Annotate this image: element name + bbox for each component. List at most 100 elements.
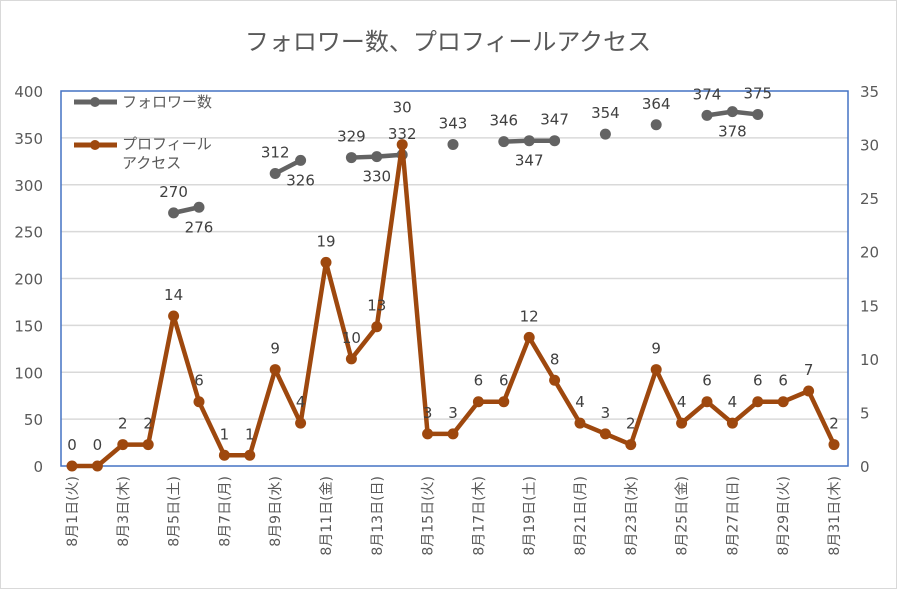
legend-marker-followers	[90, 97, 100, 107]
y-left-tick-label: 50	[24, 411, 43, 429]
y-right-tick-label: 30	[860, 137, 879, 155]
data-point	[193, 396, 205, 408]
data-point	[66, 460, 78, 472]
data-point	[168, 207, 180, 219]
data-point	[218, 449, 230, 461]
legend-label-profile-access: プロフィール	[122, 135, 212, 153]
data-label: 270	[159, 183, 188, 201]
data-label: 347	[540, 111, 569, 129]
data-label: 330	[362, 168, 391, 186]
data-label: 8	[550, 350, 560, 368]
data-point	[422, 428, 434, 440]
y-right-tick-label: 5	[860, 404, 870, 422]
data-label: 14	[164, 286, 183, 304]
series-group	[66, 106, 840, 472]
data-point	[777, 396, 789, 408]
data-point	[701, 109, 713, 121]
x-tick-label: 8月25日(金)	[675, 476, 691, 556]
y-right-tick-label: 20	[860, 244, 879, 262]
x-axis: 8月1日(火) 8月3日(木) 8月5日(土) 8月7日(月) 8月9日(水) 8月11日…	[65, 476, 843, 556]
data-label: 3	[423, 404, 433, 422]
data-point	[625, 439, 637, 451]
data-label: 3	[448, 404, 458, 422]
data-label: 0	[93, 436, 103, 454]
data-label: 329	[337, 128, 366, 146]
data-point	[599, 428, 611, 440]
data-point	[701, 396, 713, 408]
data-point	[244, 449, 256, 461]
data-point	[752, 108, 764, 120]
x-tick-label: 8月3日(木)	[116, 476, 132, 547]
data-point	[295, 154, 307, 166]
data-label: 6	[474, 372, 484, 390]
data-label: 347	[515, 152, 544, 170]
data-point	[345, 152, 357, 164]
data-label: 10	[342, 329, 361, 347]
x-tick-label: 8月23日(水)	[624, 476, 640, 556]
data-label: 374	[693, 85, 722, 103]
data-point	[726, 106, 738, 118]
data-point	[498, 396, 510, 408]
data-label: 326	[286, 171, 315, 189]
data-point	[371, 321, 383, 333]
data-label: 9	[270, 340, 280, 358]
data-point	[599, 128, 611, 140]
data-point	[168, 310, 180, 322]
y-left-tick-label: 0	[33, 458, 43, 476]
data-label: 6	[702, 372, 712, 390]
data-label: 343	[439, 114, 468, 132]
y-left-tick-label: 350	[14, 130, 43, 148]
data-label: 6	[778, 372, 788, 390]
legend-label-profile-access-line2: アクセス	[122, 154, 181, 172]
x-tick-label: 8月27日(日)	[725, 476, 741, 556]
y-right-tick-label: 25	[860, 190, 879, 208]
data-label: 12	[520, 307, 539, 325]
plot-area-border	[60, 90, 849, 467]
data-point	[803, 385, 815, 397]
data-point	[269, 168, 281, 179]
data-point	[117, 439, 129, 451]
x-tick-label: 8月17日(木)	[471, 476, 487, 556]
y-left-tick-label: 200	[14, 271, 43, 289]
data-label: 0	[67, 436, 77, 454]
data-point	[91, 460, 103, 472]
data-label: 4	[296, 393, 306, 411]
data-point	[828, 439, 840, 451]
y-right-tick-label: 35	[860, 83, 879, 101]
data-label: 2	[143, 415, 153, 433]
data-label: 6	[499, 372, 509, 390]
data-point	[650, 119, 662, 131]
data-label: 3	[601, 404, 611, 422]
data-point	[396, 139, 408, 151]
data-point	[193, 201, 205, 213]
x-tick-label: 8月19日(土)	[522, 476, 538, 556]
data-label: 1	[220, 425, 230, 443]
data-label: 2	[829, 415, 839, 433]
data-point	[726, 417, 738, 429]
chart-title: フォロワー数、プロフィールアクセス	[245, 28, 651, 56]
x-tick-label: 8月21日(月)	[573, 476, 589, 556]
data-point	[269, 364, 281, 376]
y-axis-left: 0 50 100 150 200 250 300 350 400	[14, 83, 43, 476]
x-tick-label: 8月9日(水)	[268, 476, 284, 547]
data-label: 354	[591, 104, 620, 122]
data-point	[295, 417, 307, 429]
data-point	[574, 417, 586, 429]
y-axis-right: 0 5 10 15 20 25 30 35	[860, 83, 879, 476]
x-tick-label: 8月7日(月)	[217, 476, 233, 547]
data-point	[498, 136, 510, 148]
data-point	[371, 151, 383, 163]
data-point	[523, 331, 535, 343]
series-profile-access	[66, 139, 840, 472]
data-label: 9	[651, 340, 661, 358]
x-tick-label: 8月15日(火)	[421, 476, 437, 556]
data-point	[650, 364, 662, 376]
data-label: 375	[743, 84, 772, 102]
data-point	[523, 135, 535, 147]
data-label: 332	[388, 125, 417, 143]
y-right-tick-label: 10	[860, 351, 879, 369]
data-label: 7	[804, 361, 814, 379]
x-tick-label: 8月29日(火)	[776, 476, 792, 556]
data-label: 4	[575, 393, 585, 411]
